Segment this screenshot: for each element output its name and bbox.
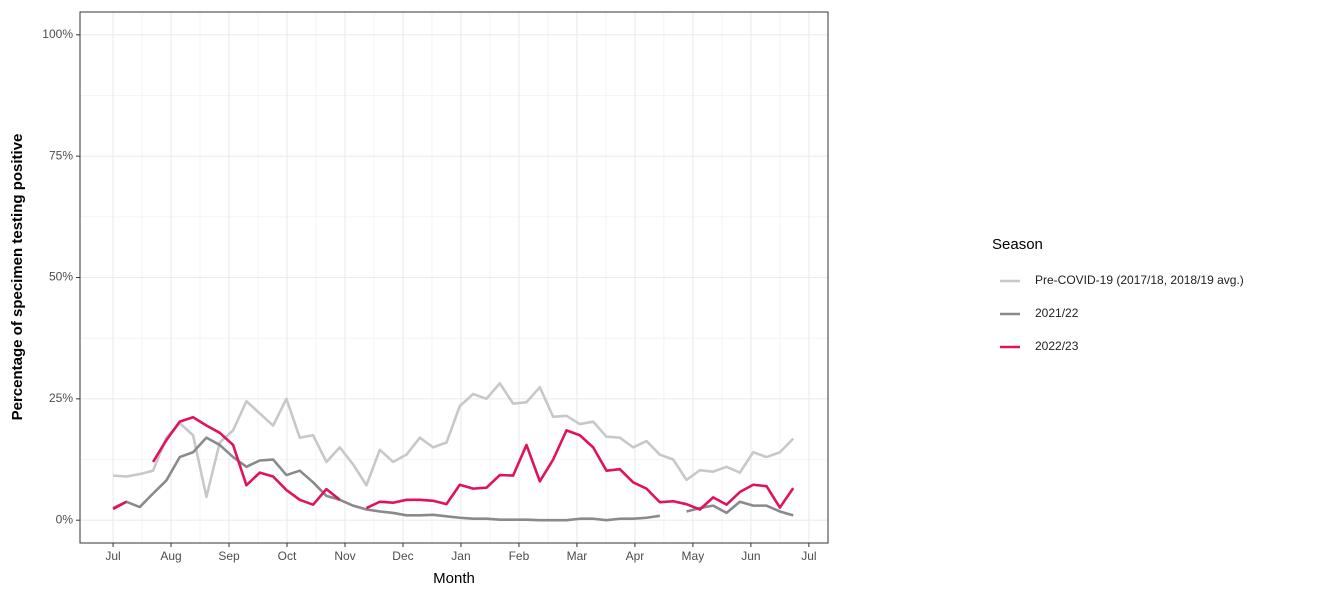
x-tick-label: Nov [334,549,355,563]
x-tick-label: Jul [105,549,120,563]
series-line [112,382,795,499]
x-tick-label: May [682,549,705,563]
x-tick-label: Jan [451,549,470,563]
legend-title: Season [992,236,1043,253]
series-line [112,436,794,522]
x-tick-label: Mar [567,549,588,563]
x-tick-label: Apr [626,549,645,563]
series-line [112,415,795,511]
x-tick-label: Oct [278,549,297,563]
x-tick-label: Dec [392,549,413,563]
legend-label: 2022/23 [1035,339,1079,353]
legend-label: 2021/22 [1035,306,1079,320]
y-tick-label: 50% [49,270,73,284]
plot-border [79,11,829,544]
y-tick-label: 25% [49,391,73,405]
legend-label: Pre-COVID-19 (2017/18, 2018/19 avg.) [1035,273,1244,287]
y-tick-label: 75% [49,148,73,162]
x-axis-title: Month [433,570,475,587]
y-tick-label: 0% [56,512,74,526]
y-axis-title: Percentage of specimen testing positive [9,134,26,421]
y-tick-label: 100% [42,27,73,41]
x-tick-label: Jun [741,549,760,563]
x-tick-label: Jul [801,549,816,563]
x-tick-label: Feb [509,549,530,563]
x-tick-label: Aug [160,549,181,563]
x-tick-label: Sep [218,549,240,563]
